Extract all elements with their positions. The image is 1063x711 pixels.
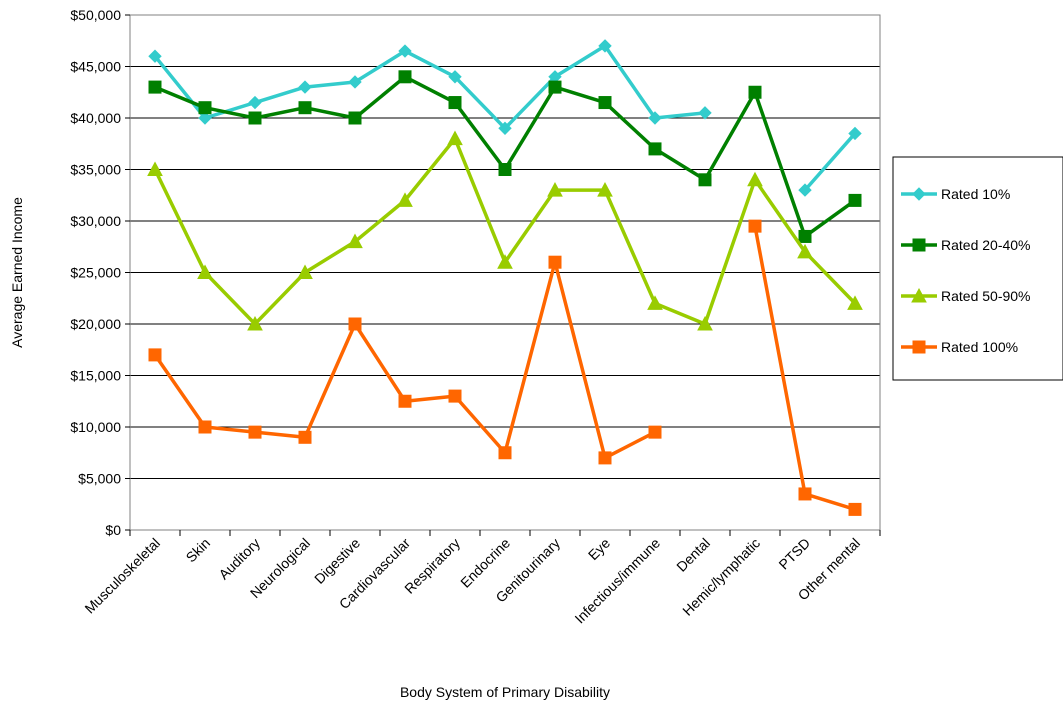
data-point — [147, 161, 163, 176]
y-tick-label: $30,000 — [70, 213, 121, 229]
data-point — [298, 430, 312, 444]
series-1 — [148, 70, 862, 243]
data-point — [548, 80, 562, 94]
data-point — [348, 75, 362, 89]
data-point — [448, 96, 462, 110]
y-tick-label: $35,000 — [70, 162, 121, 178]
data-point — [797, 243, 813, 259]
y-tick-label: $40,000 — [70, 110, 121, 126]
data-point — [398, 44, 412, 58]
x-tick-label: Skin — [183, 535, 214, 566]
data-point — [148, 49, 162, 63]
series-line — [153, 260, 656, 460]
data-point — [398, 70, 412, 84]
x-tick-label: Eye — [585, 535, 614, 564]
data-point — [547, 182, 563, 197]
data-point — [798, 229, 812, 243]
data-point — [397, 192, 413, 207]
y-tick-label: $45,000 — [70, 59, 121, 75]
data-point — [697, 315, 713, 331]
y-axis-ticks: $0 $5,000 $10,000 $15,000 $20,000 $25,000 $30,… — [70, 7, 130, 538]
data-point — [698, 106, 712, 120]
data-point — [648, 425, 662, 439]
data-point — [198, 111, 212, 125]
data-point — [347, 233, 363, 249]
data-point — [798, 183, 812, 197]
data-point — [198, 101, 212, 115]
x-tick-label: Infectious/immune — [571, 535, 663, 627]
data-point — [648, 111, 662, 125]
series-3 — [148, 219, 862, 516]
data-point — [598, 39, 612, 53]
data-point — [348, 111, 362, 125]
series-lines — [147, 39, 863, 516]
series-line — [753, 225, 856, 512]
data-point — [248, 425, 262, 439]
data-point — [497, 254, 513, 269]
x-axis-title: Body System of Primary Disability — [400, 684, 610, 700]
y-tick-label: $5,000 — [78, 471, 121, 487]
data-point — [748, 219, 762, 233]
data-point — [548, 255, 562, 269]
legend: Rated 10% Rated 20-40% Rated 50-90% Rated 1… — [892, 156, 1063, 381]
y-tick-label: $10,000 — [70, 419, 121, 435]
y-tick-label: $0 — [105, 522, 121, 538]
y-tick-label: $20,000 — [70, 316, 121, 332]
x-tick-label: Musculoskeletal — [81, 535, 163, 617]
y-tick-label: $50,000 — [70, 7, 121, 23]
x-tick-label: Digestive — [311, 535, 363, 587]
legend-label: Rated 100% — [941, 339, 1018, 355]
data-point — [348, 317, 362, 331]
data-point — [297, 264, 313, 279]
data-point — [598, 451, 612, 465]
series-2 — [147, 130, 863, 331]
data-point — [848, 502, 862, 516]
data-point — [197, 264, 213, 279]
data-point — [597, 182, 613, 197]
data-point — [298, 101, 312, 115]
x-tick-label: Auditory — [215, 535, 263, 583]
legend-label: Rated 10% — [941, 186, 1010, 202]
data-point — [598, 96, 612, 110]
legend-label: Rated 20-40% — [941, 237, 1031, 253]
legend-marker — [912, 238, 926, 252]
data-point — [647, 295, 663, 310]
data-point — [447, 130, 463, 146]
y-axis-title: Average Earned Income — [9, 197, 25, 348]
data-point — [747, 171, 763, 187]
legend-marker — [912, 187, 926, 201]
data-point — [698, 173, 712, 187]
legend-marker — [911, 287, 927, 303]
series-line — [803, 132, 857, 192]
x-axis-ticks: Musculoskeletal Skin AuditoryNeurologicalD… — [81, 530, 881, 627]
data-point — [448, 389, 462, 403]
data-point — [398, 394, 412, 408]
data-point — [847, 295, 863, 310]
data-point — [247, 315, 263, 331]
data-point — [498, 446, 512, 460]
x-tick-label: PTSD — [775, 535, 813, 573]
data-point — [498, 121, 512, 136]
data-point — [248, 111, 262, 125]
data-point — [148, 80, 162, 94]
x-tick-label: Dental — [673, 535, 713, 575]
y-tick-label: $25,000 — [70, 265, 121, 281]
data-point — [448, 70, 462, 84]
data-point — [298, 80, 312, 94]
data-point — [848, 126, 862, 141]
data-point — [848, 193, 862, 207]
data-point — [748, 85, 762, 99]
series-line — [153, 44, 706, 131]
data-point — [148, 348, 162, 362]
y-tick-label: $15,000 — [70, 368, 121, 384]
series-0 — [148, 39, 862, 197]
data-point — [248, 95, 262, 110]
legend-marker — [912, 340, 926, 354]
data-point — [798, 487, 812, 501]
data-point — [648, 142, 662, 156]
data-point — [498, 163, 512, 176]
legend-label: Rated 50-90% — [941, 288, 1031, 304]
data-point — [198, 420, 212, 434]
